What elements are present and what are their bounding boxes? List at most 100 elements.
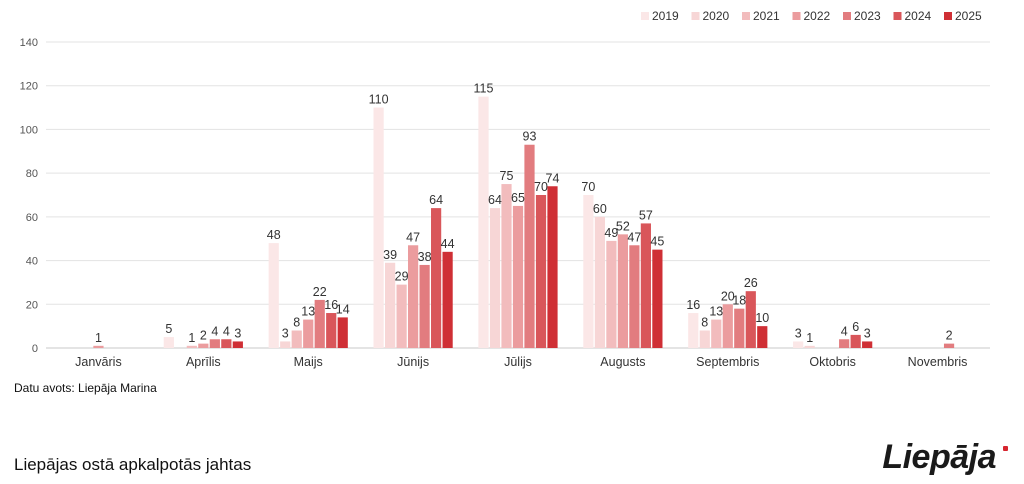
bar	[268, 243, 279, 348]
bar	[408, 245, 419, 348]
bar	[617, 234, 628, 348]
data-label: 16	[324, 298, 338, 312]
legend-swatch	[691, 12, 700, 20]
y-tick-label: 120	[20, 81, 38, 93]
bar	[396, 284, 407, 348]
legend-swatch	[843, 12, 851, 20]
y-tick-label: 0	[32, 343, 38, 355]
bar	[385, 262, 396, 348]
data-label: 10	[755, 311, 769, 325]
bar	[699, 330, 710, 348]
data-label: 74	[546, 171, 560, 185]
data-label: 70	[534, 180, 548, 194]
bar	[221, 339, 232, 348]
bar	[442, 251, 453, 348]
legend-swatch	[641, 12, 649, 20]
logo-accent-dot	[1003, 446, 1008, 451]
data-label: 20	[721, 289, 735, 303]
bar	[711, 319, 722, 348]
bar	[209, 339, 220, 348]
data-label: 47	[627, 230, 641, 244]
data-label: 45	[650, 235, 664, 249]
bar	[280, 341, 291, 348]
data-label: 65	[511, 191, 525, 205]
bar	[232, 341, 243, 348]
legend-swatch	[742, 12, 750, 20]
data-label: 60	[593, 202, 607, 216]
legend-label: 2025	[955, 9, 982, 23]
bar	[793, 341, 804, 348]
data-label: 8	[293, 316, 300, 330]
data-label: 5	[165, 322, 172, 336]
legend-swatch	[792, 12, 801, 20]
data-label: 39	[383, 248, 397, 262]
data-label: 16	[686, 298, 700, 312]
legend-label: 2022	[804, 9, 831, 23]
bar	[198, 343, 209, 348]
bar	[722, 304, 733, 348]
data-label: 48	[267, 228, 281, 242]
data-label: 64	[429, 193, 443, 207]
data-label: 93	[523, 130, 537, 144]
data-label: 26	[744, 276, 758, 290]
data-label: 1	[806, 331, 813, 345]
bar	[512, 205, 524, 348]
data-label: 3	[282, 326, 289, 340]
bar	[757, 326, 768, 348]
bar	[489, 208, 501, 348]
data-label: 3	[795, 326, 802, 340]
data-label: 2	[200, 329, 207, 343]
data-label: 2	[946, 329, 953, 343]
data-label: 64	[488, 193, 502, 207]
bar	[501, 184, 512, 348]
legend-label: 2019	[652, 9, 679, 23]
category-label: Augusts	[600, 355, 645, 369]
bar	[862, 341, 873, 348]
data-label: 4	[223, 324, 230, 338]
data-label: 29	[395, 270, 409, 284]
footer-title: Liepājas ostā apkalpotās jahtas	[14, 455, 252, 474]
data-label: 6	[852, 320, 859, 334]
y-tick-label: 80	[26, 168, 38, 180]
legend-label: 2020	[703, 9, 730, 23]
data-label: 4	[841, 324, 848, 338]
data-label: 49	[604, 226, 618, 240]
data-label: 70	[581, 180, 595, 194]
bar	[431, 208, 442, 348]
y-tick-label: 140	[20, 37, 38, 49]
legend-label: 2023	[854, 9, 881, 23]
bar	[163, 337, 174, 348]
data-label: 8	[701, 316, 708, 330]
bar	[640, 223, 651, 348]
liepaja-logo: Liepāja	[882, 438, 996, 476]
bar	[373, 107, 384, 348]
y-tick-label: 100	[20, 124, 38, 136]
bar	[303, 319, 314, 348]
bar	[745, 291, 756, 348]
data-label: 18	[732, 294, 746, 308]
data-label: 52	[616, 219, 630, 233]
bar	[943, 343, 955, 348]
data-label: 13	[709, 305, 723, 319]
bar	[314, 299, 325, 348]
data-label: 57	[639, 208, 653, 222]
data-label: 38	[418, 250, 432, 264]
data-label: 75	[500, 169, 514, 183]
data-label: 14	[336, 302, 350, 316]
legend-swatch	[944, 12, 952, 20]
legend-swatch	[893, 12, 902, 20]
data-label: 115	[474, 82, 494, 96]
bar	[850, 334, 861, 348]
bar	[804, 345, 815, 348]
bar	[629, 245, 640, 348]
bar	[93, 345, 104, 348]
data-source-note: Datu avots: Liepāja Marina	[14, 381, 157, 395]
bar	[524, 144, 535, 348]
y-tick-label: 20	[26, 299, 38, 311]
bar	[478, 96, 489, 349]
data-label: 4	[211, 324, 218, 338]
bar	[594, 216, 605, 348]
legend-label: 2024	[905, 9, 932, 23]
bar	[734, 308, 745, 348]
bar	[839, 339, 850, 348]
